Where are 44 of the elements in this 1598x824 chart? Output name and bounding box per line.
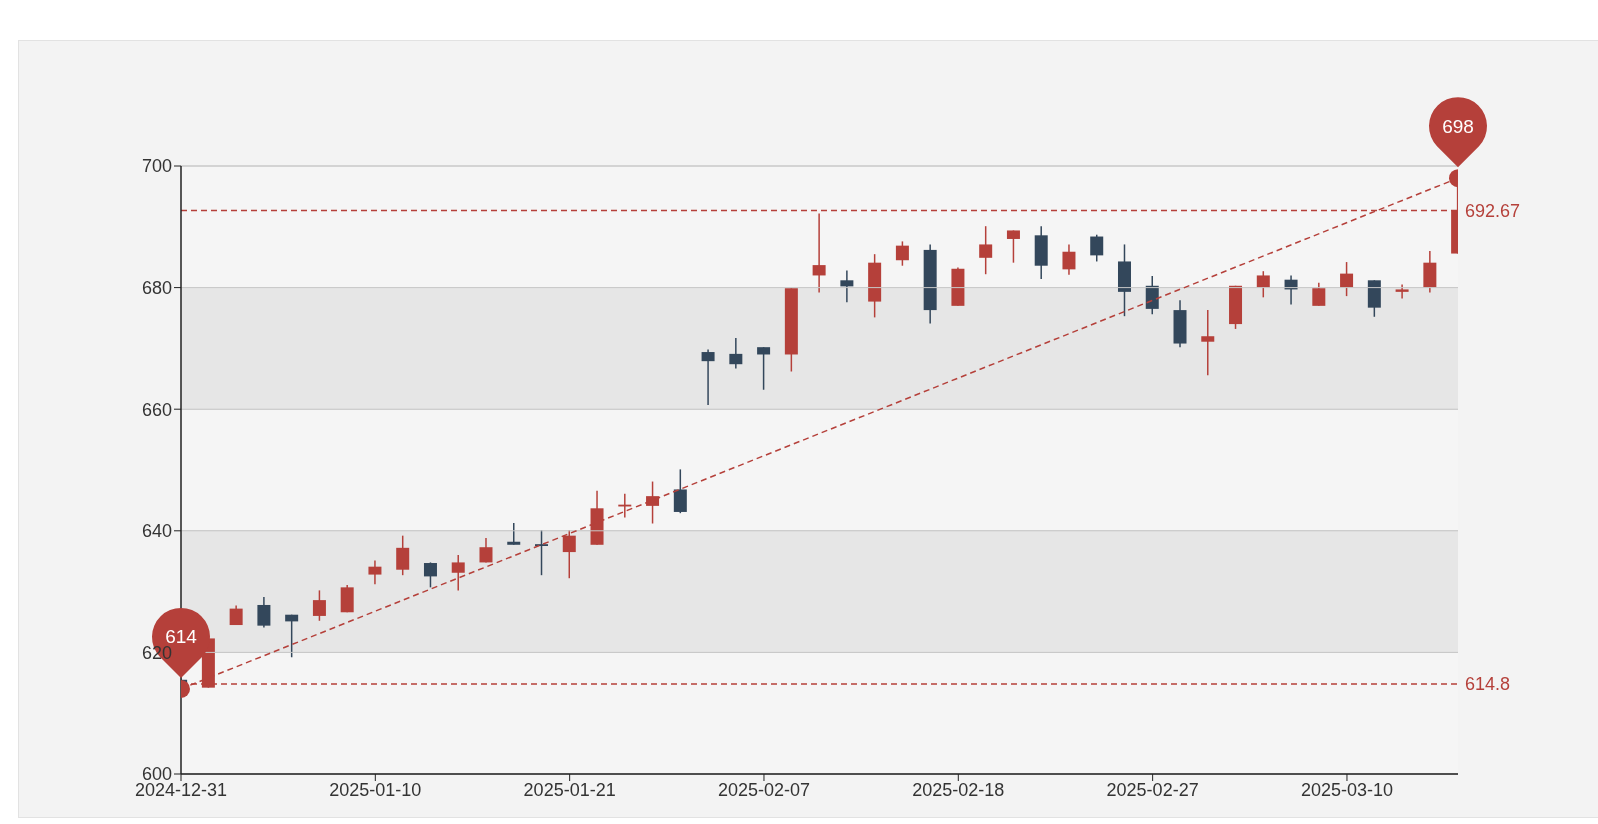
y-tick-label: 680 [141, 277, 172, 298]
candlestick [368, 559, 382, 586]
ref-line-label: 614.8 [1465, 674, 1511, 695]
candlestick [729, 337, 743, 370]
annotation: 698 [1442, 115, 1474, 137]
y-tick-label: 640 [141, 521, 172, 542]
candlestick [423, 561, 437, 589]
candlestick [507, 522, 521, 546]
candlestick [646, 480, 660, 525]
candlestick [562, 529, 576, 579]
ref-line-label: 692.67 [1465, 200, 1521, 221]
candlestick [451, 554, 465, 592]
candlestick [1062, 243, 1076, 276]
candlestick [257, 596, 271, 629]
x-tick-label: 2025-01-10 [329, 779, 422, 800]
candlestick [479, 537, 493, 564]
candlestick [1090, 233, 1104, 263]
y-tick-label: 620 [141, 642, 172, 663]
x-tick-label: 2025-01-21 [523, 779, 616, 800]
candlestick [701, 348, 715, 406]
x-tick-label: 2025-02-07 [717, 779, 811, 800]
candlestick [1201, 309, 1215, 376]
candlestick [1340, 261, 1354, 297]
candlestick [895, 240, 909, 267]
candlestick [979, 225, 993, 275]
candlestick [673, 468, 687, 514]
candlestick [757, 346, 771, 391]
x-tick-label: 2025-02-27 [1106, 779, 1199, 800]
y-tick-label: 660 [141, 399, 172, 420]
candlestick [812, 212, 826, 294]
candlestick [285, 613, 299, 659]
x-tick-label: 2024-12-31 [134, 779, 228, 800]
candlestick [1256, 270, 1270, 299]
candlestick [1312, 281, 1326, 307]
candlestick [396, 534, 410, 576]
candlestick [1395, 283, 1409, 300]
candlestick [1145, 275, 1159, 316]
candlestick [1006, 229, 1020, 264]
candlestick [840, 269, 854, 303]
x-tick-label: 2025-02-18 [912, 779, 1005, 800]
x-tick-label: 2025-03-10 [1300, 779, 1393, 800]
candlestick [312, 589, 326, 622]
y-tick-label: 700 [141, 156, 172, 177]
candlestick [535, 529, 549, 576]
